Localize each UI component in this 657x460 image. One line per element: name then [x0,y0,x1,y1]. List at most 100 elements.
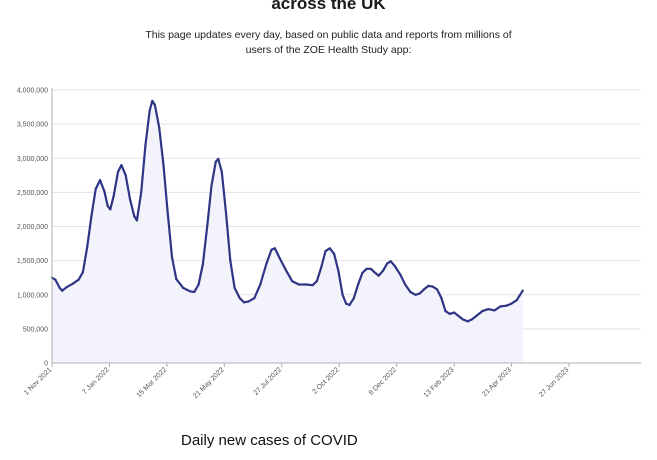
data-point [414,293,417,296]
y-tick-label: 2,500,000 [17,190,48,197]
data-point [352,297,355,300]
data-point [386,262,389,265]
data-point [81,271,84,274]
data-point [381,269,384,272]
y-tick-label: 1,000,000 [17,292,48,299]
y-tick-label: 500,000 [23,326,48,333]
data-point [242,301,246,304]
data-point [505,304,508,307]
data-point [182,286,185,289]
x-tick-label: 21 Apr 2023 [481,366,513,398]
x-tick-label: 27 Jun 2023 [538,366,570,398]
data-point [466,320,469,323]
footer-chart-title: Daily new cases of COVID [181,432,358,449]
series-area [52,100,523,364]
intro-text: This page updates every day, based on pu… [0,28,657,58]
data-point [291,280,294,283]
data-point [193,290,196,294]
data-point [54,278,57,281]
data-point [220,170,223,173]
data-point [233,286,236,289]
axes [51,88,641,364]
data-point [265,262,268,266]
data-point [94,187,97,191]
data-point [393,265,396,268]
data-point [133,215,136,218]
data-point [273,247,276,250]
intro-line-2: users of the ZOE Health Study app: [245,44,412,56]
data-point [151,99,154,102]
data-point [440,296,443,299]
data-point [337,269,340,272]
data-point [106,204,109,208]
data-point [259,283,262,286]
data-point [166,211,169,214]
data-point [361,271,364,274]
data-point [404,283,407,286]
data-point [144,143,147,146]
y-tick-label: 2,000,000 [17,224,48,231]
data-point [238,297,241,300]
data-point [341,293,344,296]
data-point [345,302,348,305]
data-point [457,314,460,317]
data-point [65,286,68,289]
data-point [210,184,213,187]
data-point [116,170,120,173]
x-tick-label: 13 Feb 2023 [423,366,456,399]
data-point [320,266,323,269]
data-point [328,247,331,250]
x-tick-label: 2 Oct 2022 [311,366,340,395]
intro-line-1: This page updates every day, based on pu… [145,29,512,41]
data-point [103,189,106,193]
data-point [399,273,402,276]
data-point [418,292,421,295]
data-point [515,299,518,302]
data-point [487,308,490,311]
area-fill-layer [52,100,523,364]
data-point [214,160,217,163]
data-point [90,215,93,218]
data-point [201,262,204,266]
data-point [124,174,127,177]
data-point [109,208,112,211]
data-point [510,302,513,305]
x-axis-ticks: 1 Nov 2021 7 Jan 2022 15 Mar 2022 21 May 20… [23,363,570,400]
data-point [448,312,451,315]
data-point [305,283,308,286]
data-point [61,289,64,292]
data-point [120,164,123,167]
y-tick-label: 1,500,000 [17,258,48,265]
data-point [229,259,232,262]
data-point [453,311,456,314]
data-point [427,284,430,287]
data-point [499,305,502,308]
data-point [140,191,143,194]
x-tick-label: 7 Jan 2022 [81,366,111,396]
data-point [217,157,220,160]
data-point [98,179,102,182]
data-point [224,211,228,214]
page-heading: across the UK [271,0,386,13]
data-point [389,260,392,263]
data-point [374,271,377,274]
data-point [284,267,287,270]
y-axis-ticks: 0 500,000 1,000,000 1,500,000 2,000,000 2,500… [17,88,48,368]
data-point [135,219,138,222]
data-point [148,109,151,112]
data-point [247,300,250,303]
data-point [435,288,439,291]
data-point [297,283,300,286]
data-point [423,288,426,291]
data-point [377,274,380,277]
y-tick-label: 4,000,000 [17,88,48,95]
data-point [324,250,327,253]
data-point [206,225,209,228]
data-point [333,252,336,255]
data-point [77,278,80,281]
data-point [112,194,115,197]
data-point [475,314,478,317]
data-point [278,256,281,259]
data-point [162,164,165,167]
data-point [153,103,156,107]
